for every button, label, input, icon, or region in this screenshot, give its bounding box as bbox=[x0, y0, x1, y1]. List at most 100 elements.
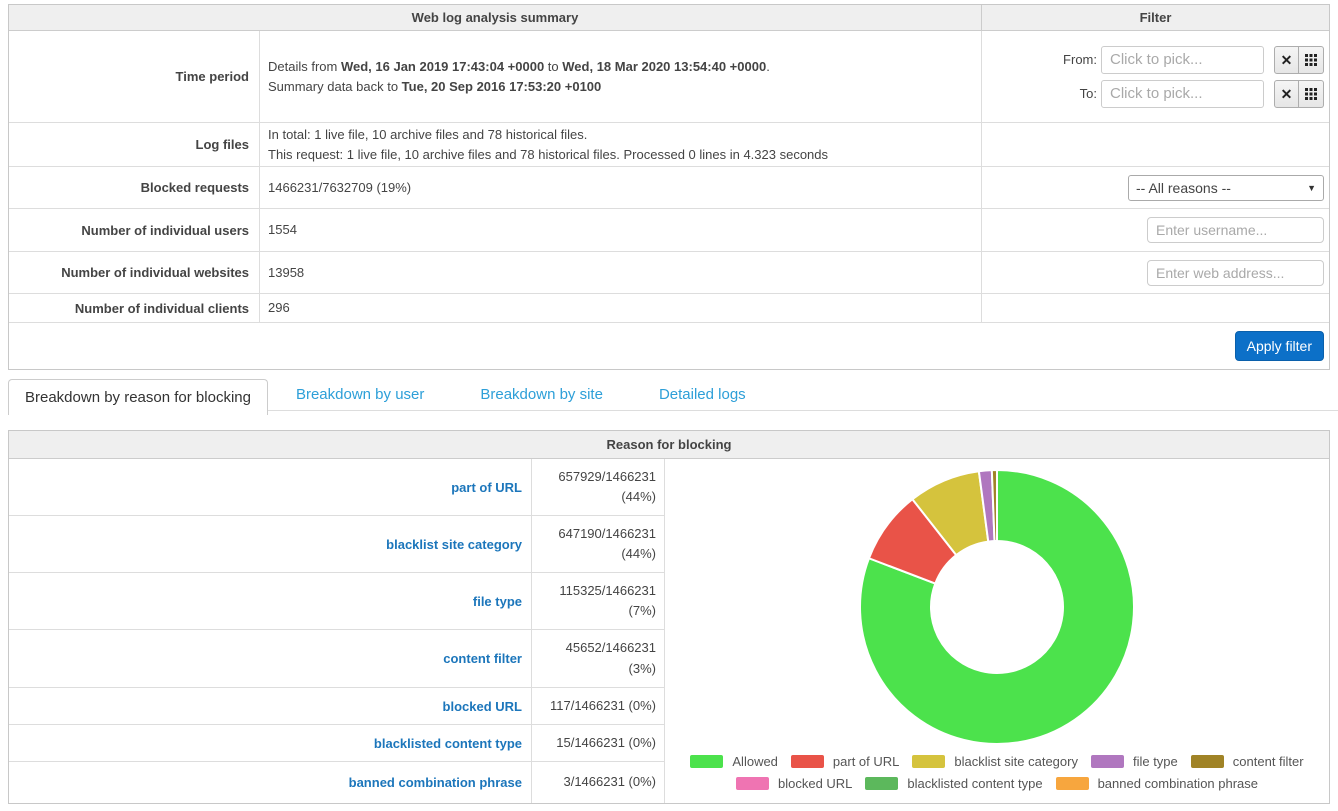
legend-swatch-icon bbox=[690, 755, 723, 768]
legend-row: blocked URL blacklisted content type banne… bbox=[736, 776, 1258, 791]
reason-filter-select[interactable]: -- All reasons -- ▼ bbox=[1128, 175, 1324, 201]
close-icon: ✕ bbox=[1281, 87, 1293, 101]
reason-link-file-type[interactable]: file type bbox=[473, 594, 522, 609]
legend-item: file type bbox=[1091, 754, 1178, 769]
table-row: blocked URL 117/1466231 (0%) bbox=[9, 688, 664, 725]
table-row: banned combination phrase 3/1466231 (0%) bbox=[9, 762, 664, 803]
individual-clients-value: 296 bbox=[259, 294, 981, 322]
log-files-row: Log files In total: 1 live file, 10 arch… bbox=[9, 123, 1329, 167]
legend-item: blacklist site category bbox=[912, 754, 1078, 769]
legend-swatch-icon bbox=[1091, 755, 1124, 768]
summary-back-date-text: Tue, 20 Sep 2016 17:53:20 +0100 bbox=[402, 79, 602, 94]
legend-item: blocked URL bbox=[736, 776, 852, 791]
blocked-requests-label: Blocked requests bbox=[9, 167, 259, 208]
legend-item: blacklisted content type bbox=[865, 776, 1042, 791]
tab-breakdown-by-user[interactable]: Breakdown by user bbox=[282, 386, 438, 403]
reason-filter-selected-value: -- All reasons -- bbox=[1136, 180, 1231, 196]
reason-link-blocked-url[interactable]: blocked URL bbox=[443, 699, 522, 714]
legend-swatch-icon bbox=[1191, 755, 1224, 768]
legend-item: Allowed bbox=[690, 754, 778, 769]
reason-value: 115325/1466231 (7%) bbox=[531, 573, 664, 629]
reason-table: part of URL 657929/1466231 (44%) blackli… bbox=[9, 459, 664, 803]
tab-detailed-logs[interactable]: Detailed logs bbox=[645, 386, 760, 403]
legend-swatch-icon bbox=[791, 755, 824, 768]
time-period-label: Time period bbox=[9, 31, 259, 122]
time-period-value: Details from Wed, 16 Jan 2019 17:43:04 +… bbox=[259, 31, 981, 122]
chart-cell: Allowed part of URL blacklist site categor… bbox=[664, 459, 1329, 803]
legend-item: part of URL bbox=[791, 754, 899, 769]
from-date-text: Wed, 16 Jan 2019 17:43:04 +0000 bbox=[341, 59, 544, 74]
tab-bar: Breakdown by reason for blocking Breakdo… bbox=[8, 379, 1330, 415]
individual-clients-label: Number of individual clients bbox=[9, 294, 259, 322]
reason-for-blocking-panel: Reason for blocking part of URL 657929/1… bbox=[8, 430, 1330, 804]
reason-link-blacklisted-content-type[interactable]: blacklisted content type bbox=[374, 736, 522, 751]
apply-filter-row: Apply filter bbox=[9, 323, 1329, 369]
from-date-calendar-button[interactable] bbox=[1299, 46, 1324, 74]
legend-label: blocked URL bbox=[778, 776, 852, 791]
calendar-grid-icon bbox=[1305, 88, 1317, 100]
reason-link-content-filter[interactable]: content filter bbox=[443, 651, 522, 666]
web-address-filter-input[interactable] bbox=[1147, 260, 1324, 286]
individual-websites-row: Number of individual websites 13958 bbox=[9, 252, 1329, 294]
legend-label: content filter bbox=[1233, 754, 1304, 769]
reason-value: 117/1466231 (0%) bbox=[531, 688, 664, 724]
legend-label: blacklist site category bbox=[954, 754, 1078, 769]
individual-users-label: Number of individual users bbox=[9, 209, 259, 251]
reason-panel-title: Reason for blocking bbox=[9, 431, 1329, 459]
username-filter-input[interactable] bbox=[1147, 217, 1324, 243]
table-row: blacklisted content type 15/1466231 (0%) bbox=[9, 725, 664, 762]
to-date-text: Wed, 18 Mar 2020 13:54:40 +0000 bbox=[562, 59, 766, 74]
individual-websites-label: Number of individual websites bbox=[9, 252, 259, 293]
from-label: From: bbox=[1063, 52, 1097, 67]
table-row: content filter 45652/1466231 (3%) bbox=[9, 630, 664, 688]
legend-item: content filter bbox=[1191, 754, 1304, 769]
legend-label: part of URL bbox=[833, 754, 899, 769]
reason-value: 657929/1466231 (44%) bbox=[531, 459, 664, 515]
legend-swatch-icon bbox=[912, 755, 945, 768]
legend-label: banned combination phrase bbox=[1098, 776, 1258, 791]
reason-link-banned-combination-phrase[interactable]: banned combination phrase bbox=[349, 775, 522, 790]
to-label: To: bbox=[1080, 86, 1097, 101]
table-row: part of URL 657929/1466231 (44%) bbox=[9, 459, 664, 516]
reason-link-part-of-url[interactable]: part of URL bbox=[451, 480, 522, 495]
summary-filter-panel: Web log analysis summary Filter Time per… bbox=[8, 4, 1330, 370]
time-period-row: Time period Details from Wed, 16 Jan 201… bbox=[9, 31, 1329, 123]
donut-chart bbox=[857, 467, 1137, 747]
chart-legend: Allowed part of URL blacklist site categor… bbox=[690, 754, 1303, 791]
legend-item: banned combination phrase bbox=[1056, 776, 1258, 791]
blocked-requests-row: Blocked requests 1466231/7632709 (19%) -… bbox=[9, 167, 1329, 209]
summary-panel-title: Web log analysis summary bbox=[9, 5, 981, 30]
tab-breakdown-by-site[interactable]: Breakdown by site bbox=[466, 386, 617, 403]
date-filter-cell: From: ✕ To: ✕ bbox=[981, 31, 1329, 122]
reason-value: 647190/1466231 (44%) bbox=[531, 516, 664, 572]
legend-label: Allowed bbox=[732, 754, 778, 769]
legend-label: blacklisted content type bbox=[907, 776, 1042, 791]
from-date-clear-button[interactable]: ✕ bbox=[1274, 46, 1299, 74]
from-date-row: From: ✕ bbox=[1063, 46, 1324, 74]
to-date-calendar-button[interactable] bbox=[1299, 80, 1324, 108]
to-date-row: To: ✕ bbox=[1080, 80, 1324, 108]
calendar-grid-icon bbox=[1305, 54, 1317, 66]
legend-swatch-icon bbox=[865, 777, 898, 790]
log-files-label: Log files bbox=[9, 123, 259, 166]
apply-filter-button[interactable]: Apply filter bbox=[1235, 331, 1324, 361]
reason-link-blacklist-site-category[interactable]: blacklist site category bbox=[386, 537, 522, 552]
tab-breakdown-by-reason[interactable]: Breakdown by reason for blocking bbox=[8, 379, 268, 415]
individual-websites-value: 13958 bbox=[259, 252, 981, 293]
to-date-clear-button[interactable]: ✕ bbox=[1274, 80, 1299, 108]
individual-users-row: Number of individual users 1554 bbox=[9, 209, 1329, 252]
log-files-value: In total: 1 live file, 10 archive files … bbox=[259, 123, 981, 166]
table-row: blacklist site category 647190/1466231 (… bbox=[9, 516, 664, 573]
to-date-input[interactable] bbox=[1101, 80, 1264, 108]
blocked-requests-value: 1466231/7632709 (19%) bbox=[259, 167, 981, 208]
reason-value: 45652/1466231 (3%) bbox=[531, 630, 664, 687]
legend-swatch-icon bbox=[1056, 777, 1089, 790]
individual-users-value: 1554 bbox=[259, 209, 981, 251]
legend-row: Allowed part of URL blacklist site categor… bbox=[690, 754, 1303, 769]
web-log-analysis-page: Web log analysis summary Filter Time per… bbox=[8, 4, 1330, 804]
filter-panel-title: Filter bbox=[981, 5, 1329, 30]
individual-clients-row: Number of individual clients 296 bbox=[9, 294, 1329, 323]
reason-value: 3/1466231 (0%) bbox=[531, 762, 664, 803]
chevron-down-icon: ▼ bbox=[1307, 183, 1316, 193]
from-date-input[interactable] bbox=[1101, 46, 1264, 74]
